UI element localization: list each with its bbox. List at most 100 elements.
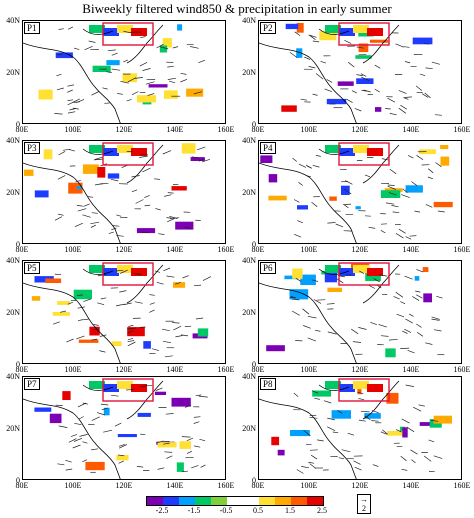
- wind-vector: [68, 438, 77, 443]
- wind-vector: [73, 47, 80, 50]
- wind-vector: [289, 52, 298, 58]
- precip-cell: [103, 407, 110, 416]
- region-box: [102, 378, 154, 402]
- wind-vector: [291, 310, 300, 316]
- wind-vector: [142, 68, 151, 71]
- precip-cell: [73, 289, 92, 300]
- wind-vector: [373, 278, 380, 283]
- coastline: [259, 144, 400, 243]
- wind-vector: [410, 449, 418, 455]
- wind-vector: [156, 281, 164, 285]
- wind-vector: [302, 308, 310, 315]
- longitude-label: 80E: [15, 245, 29, 254]
- latitude-label: 20N: [242, 424, 256, 433]
- precip-cell: [329, 196, 337, 201]
- wind-vector: [56, 87, 64, 91]
- wind-vector: [58, 28, 64, 30]
- precip-cell: [127, 327, 145, 337]
- wind-vector: [69, 108, 76, 111]
- precip-cell: [82, 164, 99, 174]
- wind-vector: [296, 469, 304, 474]
- vector-reference-arrow-icon: →: [360, 495, 368, 504]
- wind-vector: [82, 441, 88, 444]
- wind-vector: [157, 467, 165, 470]
- wind-vector: [82, 318, 89, 321]
- latitude-label: 40N: [242, 256, 256, 265]
- latitude-label: 0: [16, 476, 20, 485]
- wind-vector: [292, 157, 298, 162]
- wind-vector: [65, 459, 72, 463]
- precip-cell: [387, 431, 405, 436]
- precip-cell: [380, 190, 401, 198]
- wind-vector: [73, 437, 83, 442]
- wind-vector: [160, 46, 169, 50]
- precip-cell: [367, 384, 383, 392]
- wind-vector: [404, 275, 413, 280]
- wind-vector: [424, 92, 431, 99]
- wind-vector: [91, 212, 99, 214]
- colorbar-swatch: [147, 497, 163, 505]
- wind-vector: [186, 43, 194, 46]
- precip-cell: [353, 381, 369, 389]
- precip-cell: [353, 25, 369, 33]
- wind-vector: [131, 189, 138, 193]
- precip-cell: [375, 107, 382, 112]
- wind-vector: [90, 221, 100, 225]
- colorbar-swatch: [243, 497, 259, 505]
- wind-vector: [415, 290, 421, 293]
- precip-cell: [57, 301, 71, 305]
- wind-vector: [431, 318, 440, 321]
- map-plot: [23, 262, 212, 363]
- wind-vector: [67, 111, 76, 114]
- longitude-label: 120E: [115, 481, 133, 490]
- wind-vector: [67, 89, 73, 93]
- wind-vector: [74, 222, 83, 228]
- longitude-label: 140E: [166, 245, 184, 254]
- precip-cell: [89, 381, 105, 389]
- wind-vector: [298, 182, 303, 186]
- wind-vector: [425, 204, 433, 208]
- wind-vector: [73, 101, 80, 103]
- wind-vector: [405, 318, 413, 324]
- wind-vector: [309, 449, 318, 451]
- wind-vector: [76, 294, 83, 296]
- wind-vector: [311, 390, 319, 394]
- longitude-label: 100E: [64, 245, 82, 254]
- precip-cell: [277, 449, 285, 456]
- wind-vector: [388, 338, 398, 341]
- wind-vector: [127, 341, 136, 347]
- latitude-label: 20N: [6, 188, 20, 197]
- longitude-label: 80E: [15, 481, 29, 490]
- wind-vector: [127, 340, 135, 343]
- wind-vector: [347, 61, 355, 68]
- wind-vector: [149, 294, 155, 296]
- wind-vector: [391, 205, 399, 208]
- wind-vector: [166, 217, 172, 219]
- colorbar-swatch: [275, 497, 291, 505]
- wind-vector: [119, 444, 127, 449]
- wind-vector: [67, 99, 74, 101]
- wind-vector: [116, 234, 124, 237]
- wind-vector: [94, 156, 104, 160]
- longitude-label: 120E: [351, 125, 369, 134]
- colorbar-label: -2.5: [155, 506, 169, 515]
- precip-cell: [154, 391, 166, 395]
- precip-cell: [111, 341, 122, 347]
- precip-cell: [331, 410, 351, 419]
- colorbar-swatch: [211, 497, 227, 505]
- wind-vector: [135, 199, 144, 204]
- precip-cell: [181, 143, 196, 154]
- wind-vector: [68, 149, 75, 152]
- wind-vector: [387, 185, 396, 190]
- wind-vector: [417, 332, 424, 337]
- wind-vector: [326, 79, 333, 83]
- wind-vector: [431, 61, 440, 65]
- wind-vector: [418, 404, 425, 407]
- wind-vector: [295, 277, 302, 282]
- wind-vector: [77, 208, 87, 212]
- wind-vector: [127, 77, 137, 83]
- latitude-label: 40N: [242, 16, 256, 25]
- wind-vector: [405, 384, 414, 387]
- page-title: Biweekly filtered wind850 & precipitatio…: [82, 1, 392, 16]
- wind-vector: [114, 422, 122, 427]
